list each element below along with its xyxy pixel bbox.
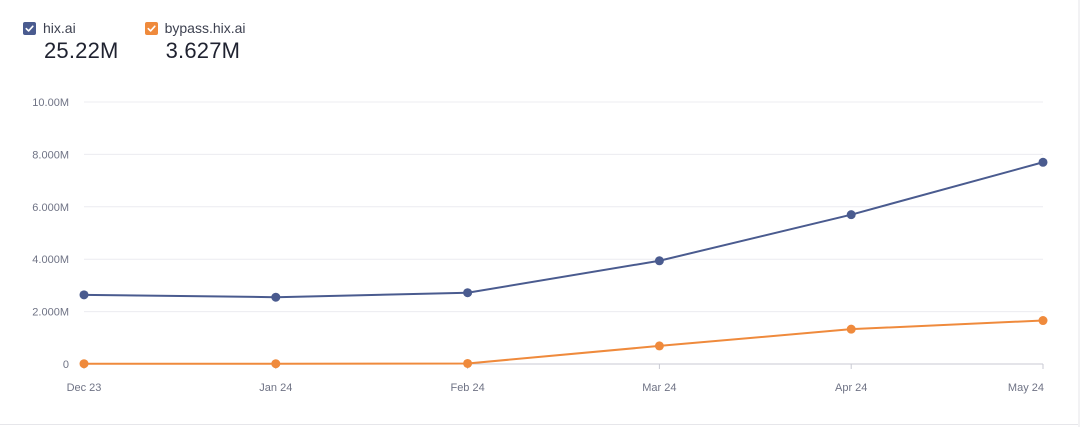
legend-item-bypass-hix-ai[interactable]: bypass.hix.ai 3.627M: [144, 20, 246, 64]
y-tick-label: 8.000M: [32, 149, 69, 161]
y-tick-label: 0: [63, 359, 69, 371]
x-tick-label: May 24: [1008, 382, 1044, 394]
data-point: [463, 288, 473, 298]
y-tick-label: 4.000M: [32, 254, 69, 266]
legend-item-hix-ai[interactable]: hix.ai 25.22M: [23, 20, 119, 64]
x-axis: Dec 23 Jan 24 Feb 24 Mar 24 Apr 24 May 24: [67, 363, 1044, 394]
right-edge: [1078, 0, 1080, 427]
x-tick-label: Apr 24: [835, 382, 867, 394]
x-tick-label: Jan 24: [259, 382, 292, 394]
chart-grid: [84, 101, 1043, 313]
y-tick-label: 2.000M: [32, 307, 69, 319]
data-point: [654, 341, 664, 351]
y-tick-label: 6.000M: [32, 202, 69, 214]
x-tick-label: Feb 24: [450, 382, 484, 394]
data-point: [463, 358, 473, 368]
y-axis: 0 2.000M 4.000M 6.000M 8.000M 10.00M: [32, 97, 69, 371]
chart-legend: hix.ai 25.22M bypass.hix.ai 3.627M: [23, 20, 246, 64]
x-tick-label: Mar 24: [642, 382, 676, 394]
x-tick-label: Dec 23: [67, 382, 102, 394]
series-line-hix-ai: [83, 161, 1044, 299]
data-point: [79, 290, 89, 300]
data-point: [1038, 157, 1048, 167]
data-point: [846, 210, 856, 220]
data-point: [1038, 316, 1048, 326]
checkbox-checked-icon[interactable]: [144, 21, 158, 35]
legend-total-value: 3.627M: [165, 38, 241, 63]
data-point: [846, 324, 856, 334]
series-lines: [83, 161, 1044, 365]
data-point: [271, 292, 281, 302]
y-tick-label: 10.00M: [32, 97, 69, 109]
data-point: [654, 256, 664, 266]
data-point: [79, 359, 89, 369]
data-point: [271, 359, 281, 369]
series-points: [79, 157, 1048, 369]
legend-total-value: 25.22M: [44, 38, 119, 63]
legend-label: bypass.hix.ai: [164, 20, 246, 36]
legend-label: hix.ai: [43, 20, 76, 36]
series-line-bypass-hix-ai: [83, 319, 1044, 365]
bottom-divider: [0, 424, 1080, 425]
checkbox-checked-icon[interactable]: [23, 21, 36, 35]
